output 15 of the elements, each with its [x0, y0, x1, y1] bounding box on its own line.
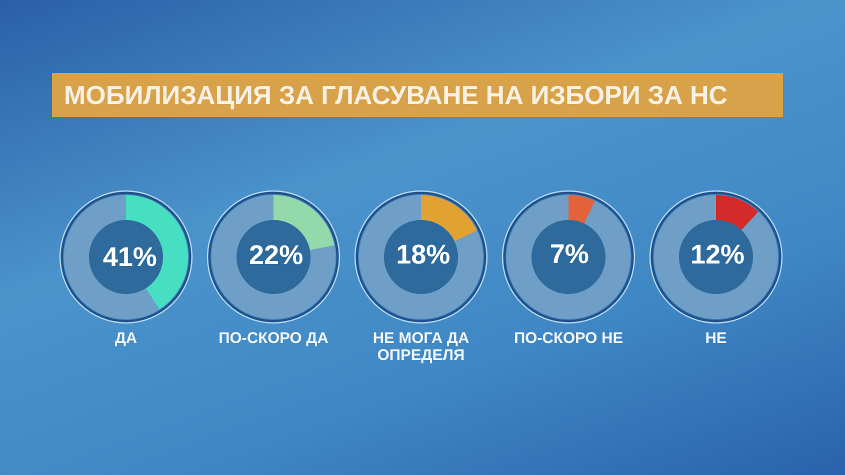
donut-slice — [568, 195, 595, 224]
data-label: 41% — [102, 242, 157, 272]
data-label: 12% — [690, 239, 744, 270]
text: ПО-СКОРО ДА — [218, 330, 328, 347]
donut-slice — [64, 195, 160, 319]
donut-slice — [421, 195, 478, 242]
data-label: 18% — [396, 240, 450, 270]
donut-slice — [716, 195, 758, 230]
data-label: 7% — [550, 239, 589, 270]
data-label: 22% — [249, 240, 304, 270]
text: ДА — [114, 330, 138, 347]
text: ПО-СКОРО НЕ — [514, 330, 624, 347]
text: НЕ — [705, 330, 727, 347]
text: МОБИЛИЗАЦИЯ ЗА ГЛАСУВАНЕ НА ИЗБОРИ ЗА НС — [64, 80, 728, 110]
text: НЕ МОГА ДА ОПРЕДЕЛЯ — [372, 330, 470, 364]
